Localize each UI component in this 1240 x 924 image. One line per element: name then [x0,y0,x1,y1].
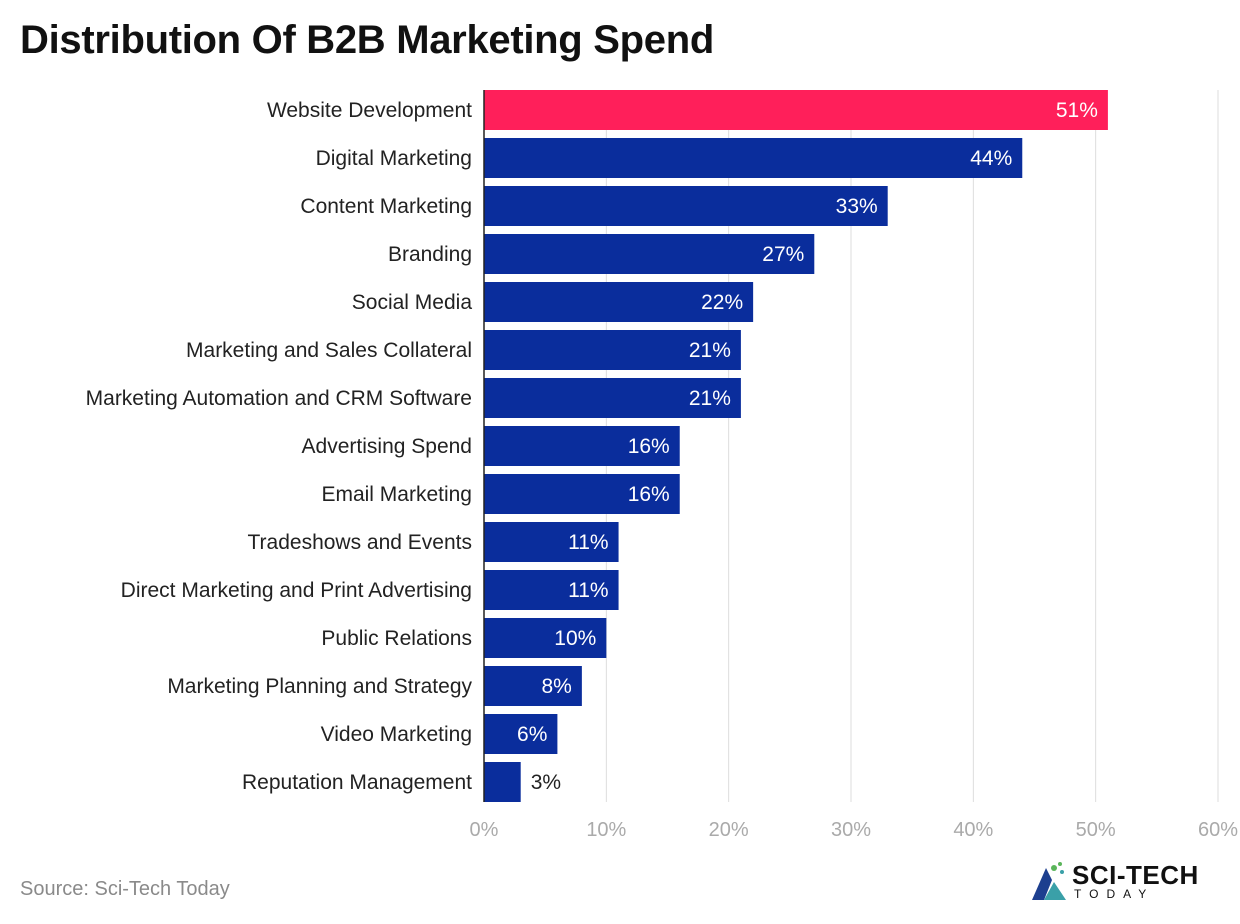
bar [484,234,815,274]
brand-logo: SCI-TECH TODAY [1030,856,1220,906]
x-tick-label: 50% [1076,819,1116,841]
bar [484,618,607,658]
x-tick-label: 40% [953,819,993,841]
category-label: Email Marketing [321,483,472,506]
category-label: Reputation Management [242,771,472,794]
x-tick-label: 60% [1198,819,1238,841]
data-label: 33% [836,195,878,218]
category-label: Marketing Planning and Strategy [167,675,472,698]
bar [484,522,619,562]
data-label: 6% [517,723,547,746]
x-tick-label: 20% [709,819,749,841]
data-label: 16% [628,435,670,458]
category-label: Marketing Automation and CRM Software [86,387,472,410]
brand-subtitle: TODAY [1074,887,1155,901]
category-label: Social Media [352,291,473,314]
data-label: 8% [542,675,572,698]
bar [484,186,888,226]
bar [484,330,741,370]
brand-name: SCI-TECH [1072,860,1199,890]
bar [484,474,680,514]
data-label: 21% [689,387,731,410]
bar [484,714,558,754]
category-label: Direct Marketing and Print Advertising [121,579,472,602]
x-tick-label: 10% [586,819,626,841]
bar [484,666,582,706]
category-label: Video Marketing [321,723,472,746]
bar [484,426,680,466]
category-label: Branding [388,243,472,266]
data-label: 16% [628,483,670,506]
data-label: 11% [568,531,608,554]
data-label: 22% [701,291,743,314]
category-label: Advertising Spend [302,435,472,458]
bar [484,138,1023,178]
bar [484,282,754,322]
bar [484,90,1108,130]
data-label: 11% [568,579,608,602]
data-label: 44% [970,147,1012,170]
bar-chart: 0% 10% 20% 30% 40% 50% 60% Website Development 5… [86,90,1238,841]
bar [484,570,619,610]
category-label: Tradeshows and Events [247,531,472,554]
chart-title: Distribution Of B2B Marketing Spend [20,18,714,62]
data-label: 3% [531,771,561,794]
bar [484,378,741,418]
x-tick-label: 30% [831,819,871,841]
data-label: 51% [1056,99,1098,122]
brand-logo-icon [1032,862,1066,900]
data-label: 10% [554,627,596,650]
x-tick-label: 0% [470,819,499,841]
data-label: 21% [689,339,731,362]
category-label: Website Development [267,99,472,122]
category-label: Public Relations [321,627,472,650]
category-label: Content Marketing [300,195,472,218]
category-label: Marketing and Sales Collateral [186,339,472,362]
bar [484,762,521,802]
source-note: Source: Sci-Tech Today [20,878,230,900]
data-label: 27% [762,243,804,266]
category-label: Digital Marketing [316,147,472,170]
